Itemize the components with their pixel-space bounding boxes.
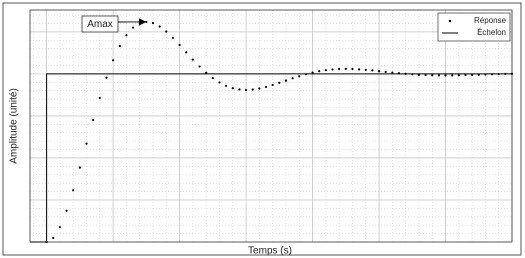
response-point <box>52 236 55 240</box>
response-point <box>451 74 454 77</box>
response-point <box>178 43 181 47</box>
response-point <box>125 34 128 37</box>
response-point <box>431 74 434 77</box>
x-axis-label: Temps (s) <box>248 246 292 257</box>
step-line <box>30 73 512 243</box>
response-point <box>264 85 268 89</box>
response-point <box>158 25 161 28</box>
response-point <box>205 71 208 74</box>
response-point <box>218 81 221 84</box>
response-point <box>225 84 228 87</box>
response-point <box>437 74 440 77</box>
response-point <box>357 68 361 71</box>
annotation-box <box>81 15 119 33</box>
response-point <box>251 88 254 91</box>
response-point <box>145 20 148 24</box>
y-axis-label: Amplitude (unité) <box>9 88 20 164</box>
response-point <box>364 68 367 71</box>
figure-frame <box>2 2 522 256</box>
response-point <box>151 22 155 25</box>
response-point <box>191 58 194 61</box>
response-point <box>85 142 88 145</box>
response-point <box>165 30 168 33</box>
response-point <box>344 67 347 70</box>
legend-marker <box>448 19 452 23</box>
response-point <box>391 71 394 74</box>
response-point <box>58 225 62 229</box>
response-point <box>351 67 354 71</box>
plot-frame <box>29 9 513 243</box>
response-point <box>424 73 427 77</box>
response-point <box>331 68 334 71</box>
response-point <box>65 209 68 212</box>
response-point <box>118 44 121 48</box>
response-point <box>98 96 101 100</box>
response-point <box>464 73 467 77</box>
response-point <box>258 87 261 90</box>
response-point <box>371 69 374 72</box>
response-point <box>298 75 301 78</box>
response-point <box>457 74 460 77</box>
response-point <box>278 81 281 84</box>
response-point <box>211 76 214 80</box>
legend-label: Échelon <box>477 28 506 37</box>
response-point <box>338 67 341 71</box>
response-point <box>244 88 248 92</box>
response-point <box>78 166 81 169</box>
response-point <box>444 74 447 77</box>
response-point <box>138 22 141 25</box>
response-point <box>105 76 108 79</box>
response-point <box>377 70 381 73</box>
response-point <box>238 88 241 91</box>
response-point <box>131 26 135 29</box>
response-point <box>198 65 201 68</box>
response-point <box>185 51 188 54</box>
response-point <box>324 69 327 72</box>
response-point <box>318 70 321 73</box>
response-point <box>271 83 274 87</box>
legend-box <box>437 12 511 42</box>
response-point <box>231 87 234 90</box>
response-point <box>171 36 175 40</box>
legend-label: Réponse <box>474 16 507 25</box>
response-point <box>384 70 387 73</box>
response-point <box>92 119 95 122</box>
response-point <box>291 77 294 80</box>
annotation-text: Amax <box>87 19 113 30</box>
response-point <box>72 189 75 192</box>
response-point <box>112 59 115 62</box>
response-point <box>284 79 288 82</box>
response-point <box>311 71 314 74</box>
